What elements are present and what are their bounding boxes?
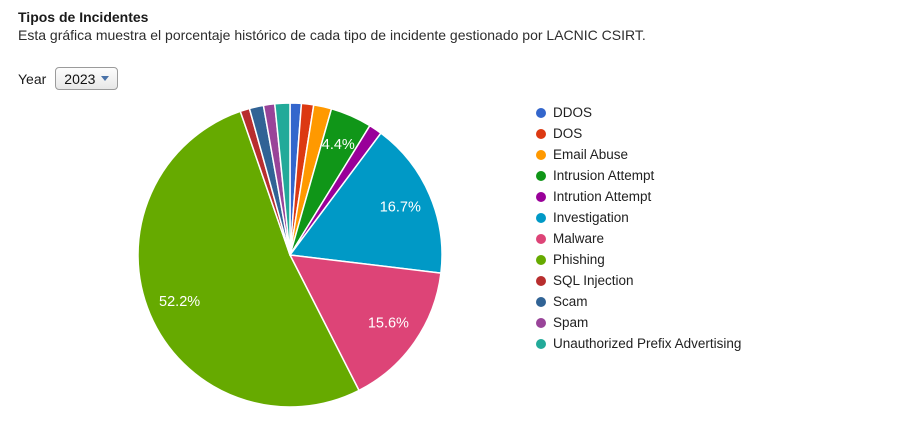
legend-item-sql-injection: SQL Injection (536, 270, 741, 291)
legend-item-label: DDOS (553, 105, 593, 120)
legend-item-label: Email Abuse (553, 147, 629, 162)
legend-item-label: Intrusion Attempt (553, 168, 655, 183)
legend-color-dot (536, 191, 546, 202)
year-dropdown[interactable]: 2023 (55, 67, 119, 90)
legend-item-label: Malware (553, 231, 605, 246)
legend-item-email-abuse: Email Abuse (536, 144, 741, 165)
pie-slice-investigation[interactable] (289, 132, 443, 274)
legend-item-ddos: DDOS (536, 102, 741, 123)
pie-slice-phishing[interactable] (137, 110, 360, 408)
legend-item-label: DOS (553, 126, 583, 141)
legend-item-spam: Spam (536, 312, 741, 333)
legend-item-label: SQL Injection (553, 273, 634, 288)
pie-slice-unauthorized-prefix-advertising[interactable] (274, 102, 291, 256)
legend-item-scam: Scam (536, 291, 741, 312)
legend-item-label: Unauthorized Prefix Advertising (553, 336, 742, 351)
legend-item-label: Phishing (553, 252, 605, 267)
legend-item-malware: Malware (536, 228, 741, 249)
legend-item-investigation: Investigation (536, 207, 741, 228)
legend-color-dot (536, 317, 546, 328)
legend-color-dot (536, 128, 546, 139)
year-label: Year (18, 70, 47, 87)
legend-item-label: Scam (553, 294, 588, 309)
page-subtitle: Esta gráfica muestra el porcentaje histó… (18, 27, 646, 43)
legend-item-intrution-attempt: Intrution Attempt (536, 186, 741, 207)
legend-item-label: Intrution Attempt (553, 189, 652, 204)
legend-item-unauthorized-prefix-advertising: Unauthorized Prefix Advertising (536, 333, 741, 354)
legend-item-label: Spam (553, 315, 589, 330)
legend-color-dot (536, 107, 546, 118)
legend-item-dos: DOS (536, 123, 741, 144)
pie-slice-malware[interactable] (289, 254, 442, 392)
legend-color-dot (536, 212, 546, 223)
year-dropdown-value: 2023 (64, 70, 96, 87)
slice-label-phishing: 52.2% (159, 294, 200, 310)
slice-label-malware: 15.6% (368, 316, 409, 332)
legend-color-dot (536, 170, 546, 181)
page-title: Tipos de Incidentes (18, 9, 149, 25)
legend-color-dot (536, 149, 546, 160)
chart-legend: DDOS DOS Email Abuse Intrusion Attempt Intru… (536, 102, 741, 354)
legend-color-dot (536, 275, 546, 286)
legend-item-label: Investigation (553, 210, 629, 225)
slice-label-intrusion-attempt: 4.4% (322, 137, 355, 153)
legend-item-phishing: Phishing (536, 249, 741, 270)
year-filter: Year 2023 (18, 67, 119, 90)
caret-down-icon (101, 76, 110, 81)
legend-color-dot (536, 338, 546, 349)
pie-chart[interactable]: 4.4% 16.7% 15.6% 52.2% (135, 100, 445, 410)
legend-color-dot (536, 233, 546, 244)
legend-color-dot (536, 296, 546, 307)
slice-label-investigation: 16.7% (380, 200, 421, 216)
legend-color-dot (536, 254, 546, 265)
legend-item-intrusion-attempt: Intrusion Attempt (536, 165, 741, 186)
